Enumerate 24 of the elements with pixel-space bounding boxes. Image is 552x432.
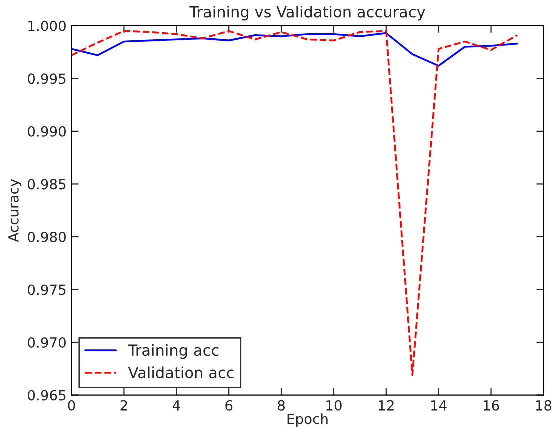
x-tick-label: 16: [484, 400, 500, 411]
x-tick-label: 0: [68, 400, 76, 411]
chart-title: Training vs Validation accuracy: [190, 6, 426, 21]
y-tick-label: 0.985: [28, 179, 66, 190]
legend-label: Validation acc: [128, 366, 234, 379]
y-tick-label: 0.975: [28, 284, 66, 296]
x-tick-label: 10: [326, 400, 342, 411]
x-tick-label: 12: [379, 400, 394, 411]
y-tick-label: 0.970: [28, 337, 66, 348]
y-tick-label: 0.980: [28, 232, 66, 242]
y-tick-label: 0.965: [28, 390, 66, 401]
x-tick-label: 18: [536, 400, 552, 411]
x-tick-label: 2: [120, 400, 128, 411]
x-tick-label: 4: [172, 400, 180, 411]
x-tick-label: 14: [432, 400, 447, 411]
legend-label: Training acc: [128, 344, 219, 360]
x-tick-label: 8: [278, 400, 285, 411]
y-tick-label: 0.990: [28, 126, 66, 137]
y-tick-label: 1.000: [28, 20, 66, 32]
line-series: [72, 32, 518, 67]
y-axis-title: Accuracy: [8, 179, 22, 242]
x-axis-title: Epoch: [288, 414, 328, 428]
x-tick-label: 6: [226, 400, 233, 411]
y-tick-label: 0.995: [28, 74, 66, 84]
